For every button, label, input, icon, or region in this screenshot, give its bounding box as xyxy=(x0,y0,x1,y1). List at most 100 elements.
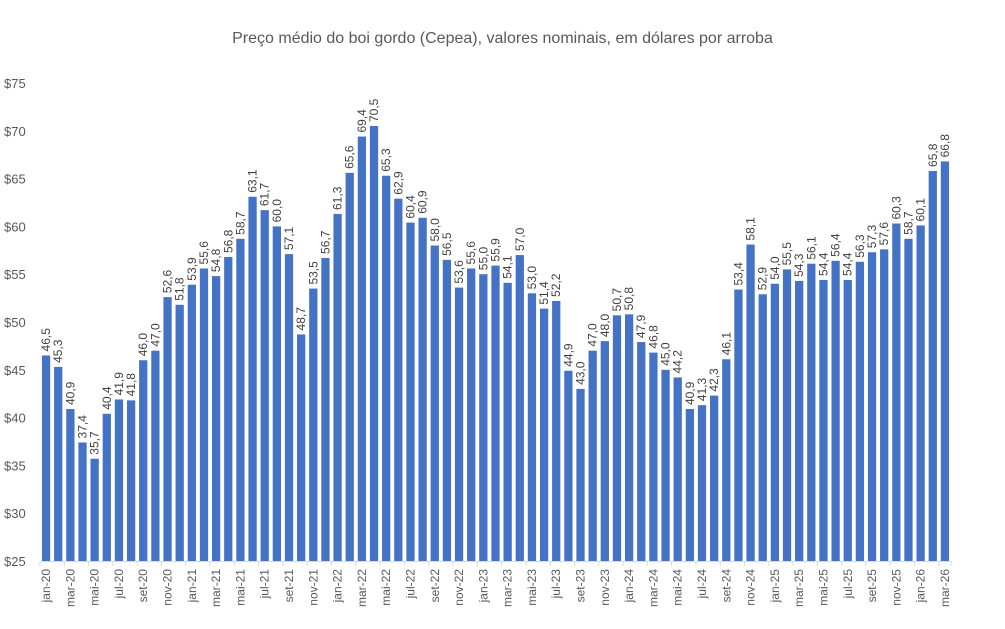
bar-jun-25 xyxy=(831,260,840,561)
data-label: 57,1 xyxy=(282,226,296,250)
data-label: 48,0 xyxy=(598,313,612,337)
data-label: 58,7 xyxy=(233,211,247,235)
data-label: 56,7 xyxy=(318,230,332,254)
x-tick-label: jul-22 xyxy=(403,569,417,600)
x-tick-label: nov-23 xyxy=(598,569,612,606)
y-tick-label: $55 xyxy=(4,267,26,282)
data-label: 54,8 xyxy=(209,248,223,272)
data-label: 54,4 xyxy=(816,252,830,276)
bar-nov-25 xyxy=(892,223,901,562)
data-label: 43,0 xyxy=(574,361,588,385)
bar-jan-23 xyxy=(479,274,488,561)
x-tick-label: mar-26 xyxy=(938,569,952,607)
data-label: 61,7 xyxy=(258,182,272,206)
x-tick-label: mai-25 xyxy=(816,569,830,606)
bar-jul-21 xyxy=(260,210,269,561)
bar-jul-23 xyxy=(552,300,561,561)
bar-jun-21 xyxy=(248,196,257,561)
data-label: 46,5 xyxy=(39,328,53,352)
x-tick-label: set-20 xyxy=(136,569,150,603)
bar-ago-20 xyxy=(126,400,136,561)
bar-jul-22 xyxy=(406,222,415,562)
x-tick-label: mar-20 xyxy=(63,569,77,607)
data-label: 40,9 xyxy=(63,381,77,405)
x-tick-label: jul-24 xyxy=(695,569,709,600)
bar-mai-24 xyxy=(673,377,682,561)
data-label: 63,1 xyxy=(246,169,260,193)
x-tick-label: nov-21 xyxy=(306,569,320,606)
data-label: 60,4 xyxy=(403,195,417,219)
data-label: 60,9 xyxy=(416,190,430,214)
data-label: 46,1 xyxy=(719,332,733,356)
x-tick-label: set-23 xyxy=(574,569,588,603)
bar-set-21 xyxy=(284,254,294,561)
x-tick-label: mai-23 xyxy=(525,569,539,606)
x-tick-label: mai-24 xyxy=(671,569,685,606)
data-label: 57,6 xyxy=(877,222,891,246)
data-label: 53,5 xyxy=(306,261,320,285)
data-label: 54,0 xyxy=(768,256,782,280)
chart-title: Preço médio do boi gordo (Cepea), valore… xyxy=(232,30,773,47)
x-tick-label: mai-22 xyxy=(379,569,393,606)
data-label: 58,0 xyxy=(428,218,442,242)
y-tick-label: $40 xyxy=(4,411,26,426)
data-label: 52,6 xyxy=(161,269,175,293)
bar-dez-20 xyxy=(175,304,184,561)
bar-nov-23 xyxy=(600,341,609,561)
x-tick-label: jan-22 xyxy=(331,569,345,604)
bar-jan-25 xyxy=(770,283,780,561)
data-label: 70,5 xyxy=(367,98,381,122)
data-label: 57,3 xyxy=(865,225,879,249)
bar-ago-24 xyxy=(710,395,719,561)
x-tick-label: set-21 xyxy=(282,569,296,603)
data-label: 54,4 xyxy=(841,252,855,276)
data-label: 40,4 xyxy=(100,386,114,410)
bar-mai-20 xyxy=(90,458,99,561)
bar-abr-23 xyxy=(515,255,524,561)
data-label: 47,9 xyxy=(634,314,648,338)
data-label: 55,0 xyxy=(476,247,490,271)
data-label: 58,1 xyxy=(744,217,758,241)
bar-dez-21 xyxy=(321,257,330,561)
data-label: 56,4 xyxy=(829,233,843,257)
bar-jan-20 xyxy=(41,355,51,561)
bar-jul-25 xyxy=(843,279,852,561)
data-label: 45,0 xyxy=(659,342,673,366)
y-tick-label: $45 xyxy=(4,363,26,378)
y-tick-label: $60 xyxy=(4,219,26,234)
bar-fev-25 xyxy=(782,269,792,561)
data-label: 45,3 xyxy=(51,339,65,363)
bar-mar-23 xyxy=(503,282,512,561)
data-label: 47,0 xyxy=(586,323,600,347)
data-label: 53,6 xyxy=(452,260,466,284)
data-label: 60,1 xyxy=(914,198,928,222)
data-label: 51,8 xyxy=(173,277,187,301)
data-label: 42,3 xyxy=(707,368,721,392)
bar-out-24 xyxy=(734,289,743,561)
x-tick-label: set-25 xyxy=(865,569,879,603)
bar-fev-22 xyxy=(345,172,354,561)
bar-abr-25 xyxy=(807,263,816,561)
data-label: 65,3 xyxy=(379,148,393,172)
bar-jan-22 xyxy=(333,213,342,562)
data-label: 55,5 xyxy=(780,242,794,266)
bar-fev-23 xyxy=(491,265,500,561)
data-label: 44,2 xyxy=(671,350,685,374)
x-tick-label: jul-25 xyxy=(841,569,855,600)
bar-nov-24 xyxy=(746,244,755,561)
data-label: 52,9 xyxy=(756,267,770,291)
data-label: 35,7 xyxy=(88,431,102,455)
y-tick-label: $35 xyxy=(4,458,26,473)
data-label: 56,5 xyxy=(440,232,454,256)
bar-jan-24 xyxy=(624,314,634,561)
x-tick-label: mar-22 xyxy=(355,569,369,607)
data-label: 53,4 xyxy=(731,262,745,286)
bar-jan-26 xyxy=(916,225,925,561)
bar-ago-21 xyxy=(272,226,281,561)
x-tick-label: mai-20 xyxy=(88,569,102,606)
data-label: 51,4 xyxy=(537,281,551,305)
data-label: 60,3 xyxy=(889,196,903,220)
data-label: 65,6 xyxy=(343,145,357,169)
x-tick-label: jan-24 xyxy=(622,569,636,604)
bar-mai-22 xyxy=(382,175,391,561)
